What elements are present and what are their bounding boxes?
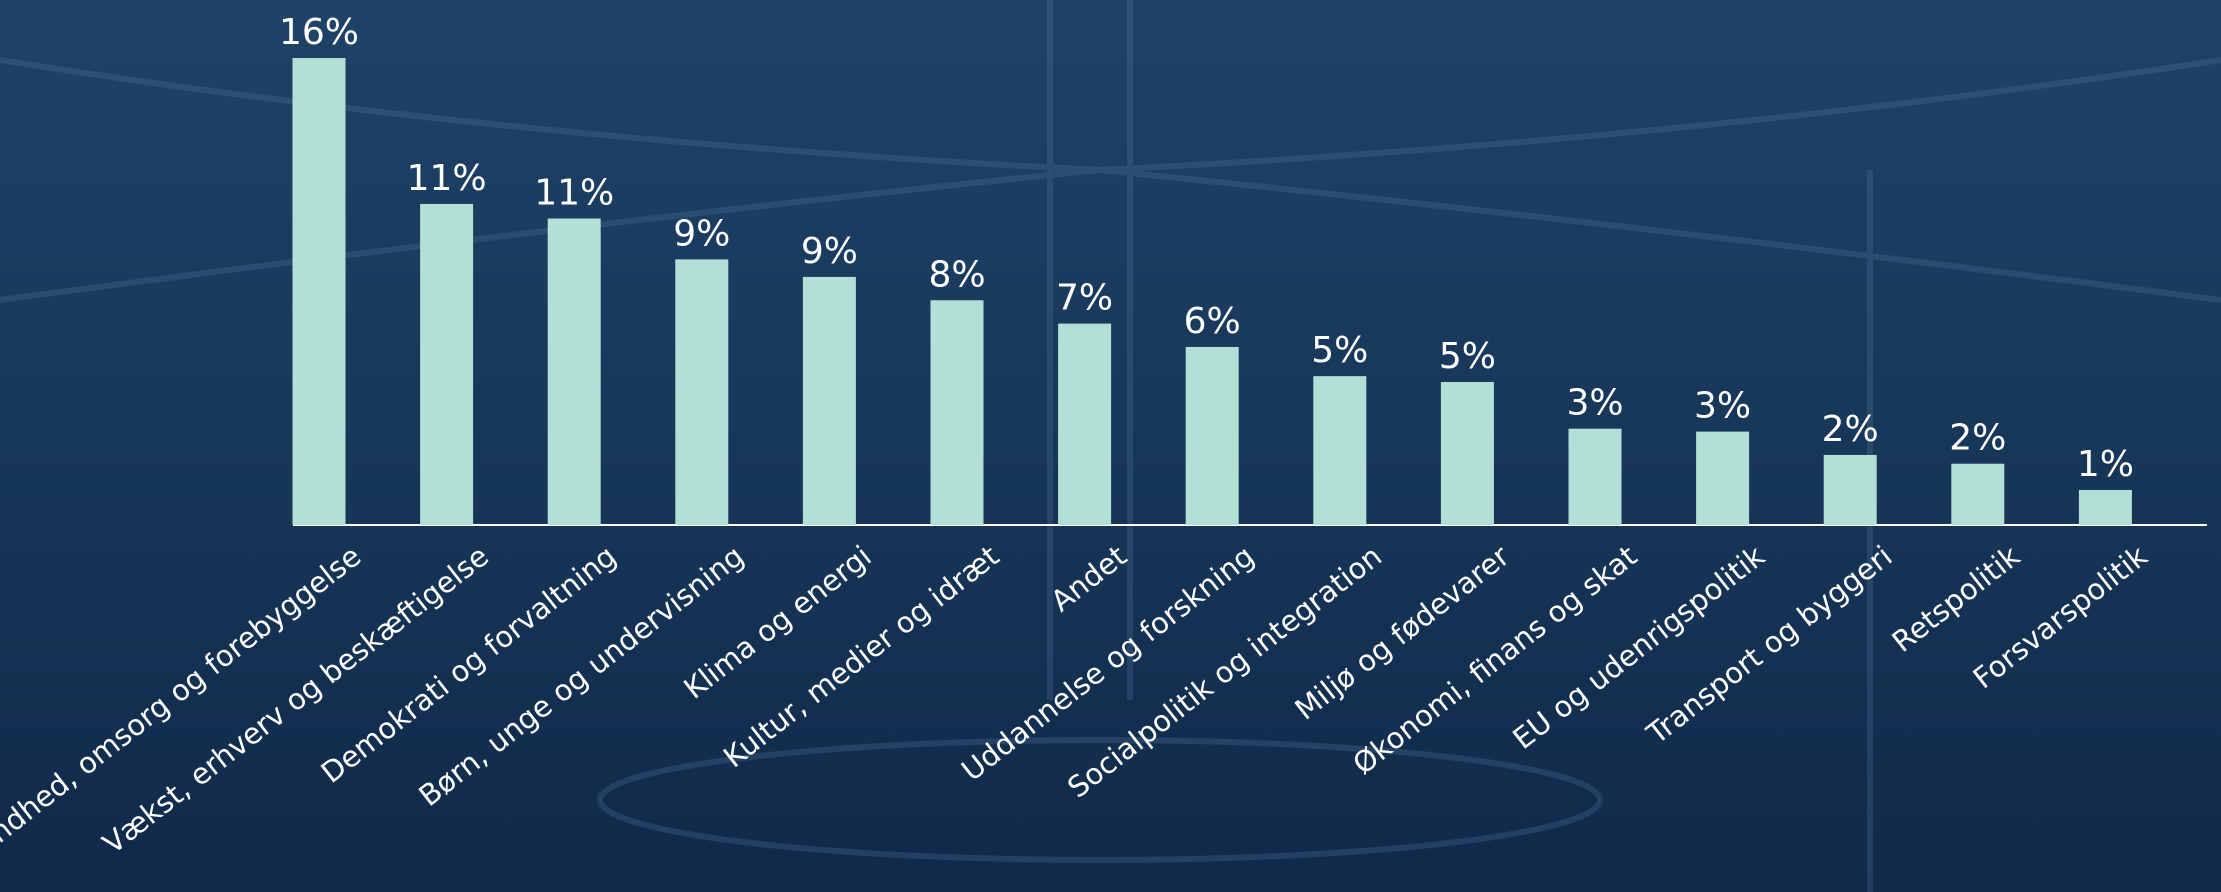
value-label: 11% xyxy=(534,173,614,214)
value-label: 3% xyxy=(1694,386,1751,427)
value-label: 7% xyxy=(1056,278,1113,319)
value-label: 2% xyxy=(1949,418,2006,459)
bar xyxy=(1440,381,1494,525)
value-label: 5% xyxy=(1311,330,1368,371)
bar xyxy=(675,259,729,525)
bar xyxy=(802,276,856,525)
bar xyxy=(2078,489,2132,525)
value-label: 16% xyxy=(279,12,359,53)
bar xyxy=(1313,376,1367,525)
bar xyxy=(547,218,601,525)
value-label: 11% xyxy=(407,158,487,199)
bar xyxy=(930,300,984,525)
bar xyxy=(292,58,346,525)
value-label: 8% xyxy=(928,254,985,295)
value-label: 3% xyxy=(1566,383,1623,424)
bar xyxy=(1058,323,1112,525)
value-label: 2% xyxy=(1822,409,1879,450)
bar xyxy=(1823,454,1877,525)
value-label: 9% xyxy=(801,231,858,272)
value-label: 9% xyxy=(673,213,730,254)
bar xyxy=(420,203,474,525)
bar xyxy=(1951,463,2005,525)
bar xyxy=(1185,346,1239,525)
bar xyxy=(1696,431,1750,525)
value-label: 1% xyxy=(2077,444,2134,485)
value-label: 6% xyxy=(1184,301,1241,342)
value-label: 5% xyxy=(1439,336,1496,377)
bar xyxy=(1568,428,1622,525)
